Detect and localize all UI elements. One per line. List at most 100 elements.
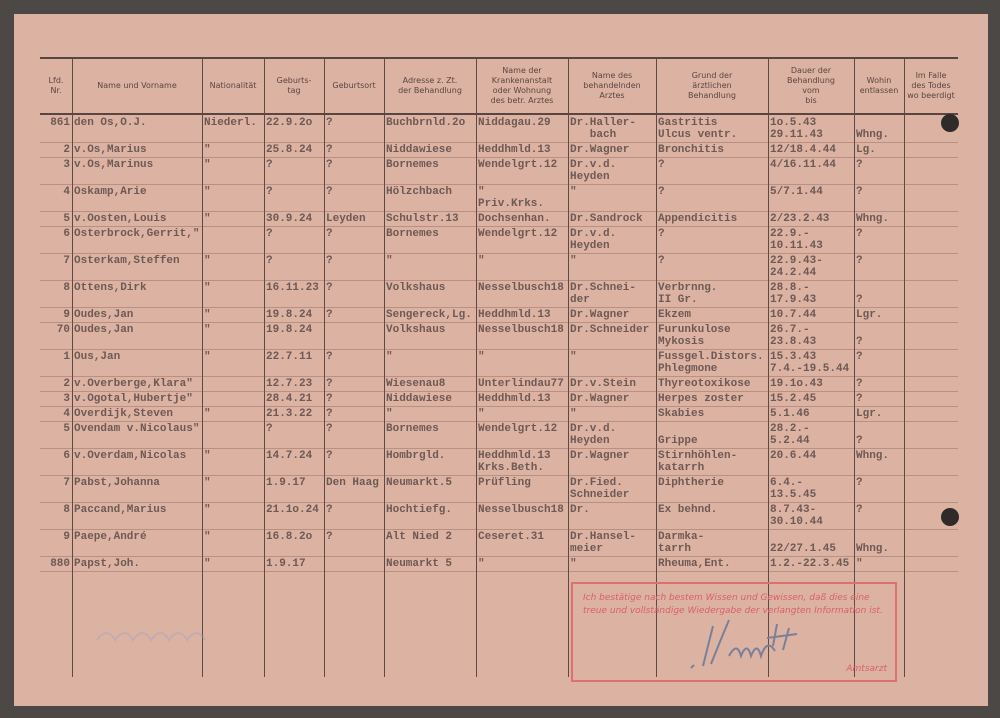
cell-nr: 2 (63, 378, 70, 390)
cell-birth: 30.9.24 (266, 213, 313, 225)
cell-reason: Rheuma,Ent. (658, 558, 731, 570)
cell-out: ? (856, 336, 863, 348)
cell-out: ? (856, 351, 863, 363)
cell-nat: " (204, 282, 211, 294)
table-row: 4 Oskamp,Arie "?? Hölzchbach " Priv.Krks. "? 5… (40, 185, 958, 212)
cell-place: ? (326, 450, 333, 462)
cell-reason: ? (658, 255, 665, 267)
cell-reason: Furunkulose Mykosis (658, 324, 731, 348)
cell-dur: 5.1.46 (770, 408, 810, 420)
cell-addr: Bornemes (386, 423, 439, 435)
cell-reason: ? (658, 228, 665, 240)
cell-place: ? (326, 159, 333, 171)
cell-birth: 25.8.24 (266, 144, 313, 156)
cell-nr: 4 (63, 408, 70, 420)
cell-nat: " (204, 324, 211, 336)
table-header: Lfd. Nr. Name und Vorname Nationalität Gebu… (40, 59, 958, 113)
cell-burial (904, 531, 958, 555)
cell-out: ? (856, 186, 863, 198)
cell-out: ? (856, 435, 863, 447)
cell-nat: " (204, 504, 211, 516)
table-row: 2 v.Os,Marius " 25.8.24? Niddawiese Heddhmld.… (40, 143, 958, 158)
cell-burial (904, 255, 958, 279)
table-body: 861 den Os,O.J. Niederl. 22.9.2o? Buchbrnld.… (40, 116, 958, 572)
cell-hosp: Niddagau.29 (478, 117, 551, 129)
cell-nat (202, 378, 264, 390)
table-row: 1 Ous,Jan " 22.7.11? " " " Fussgel.Distors. Phl… (40, 350, 958, 377)
cell-dur: 20.6.44 (770, 450, 817, 462)
table-row: 9 Paepe,André " 16.8.2o? Alt Nied 2 Ceseret.3… (40, 530, 958, 557)
cell-addr: Alt Nied 2 (386, 531, 453, 543)
cell-dur: 8.7.43- 30.10.44 (770, 504, 823, 528)
cell-addr: Neumarkt.5 (386, 477, 453, 489)
column-header: Wohin entlassen (859, 76, 899, 95)
cell-hosp: Unterlindau77 (478, 378, 564, 390)
cell-dur: 15.3.43 7.4.-19.5.44 (770, 351, 850, 375)
cell-hosp: " (478, 255, 485, 267)
cell-doc: " (570, 351, 577, 363)
cell-hosp: Wendelgrt.12 (478, 228, 558, 240)
cell-out: ? (856, 393, 863, 405)
cell-place: Den Haag (326, 477, 379, 489)
cell-name: v.Overberge,Klara" (74, 378, 193, 390)
cell-place: ? (326, 531, 333, 543)
cell-out: ? (856, 159, 863, 171)
header-top-rule (40, 57, 958, 59)
cell-nr: 6 (63, 450, 70, 462)
cell-hosp: Heddhmld.13 Krks.Beth. (478, 450, 551, 474)
cell-burial (904, 324, 958, 348)
cell-hosp: Heddhmld.13 (478, 309, 551, 321)
cell-doc: Dr.v.d. Heyden (570, 423, 617, 447)
cell-name: v.Ogotal,Hubertje" (74, 393, 193, 405)
cell-addr: Bornemes (386, 228, 439, 240)
cell-name: Papst,Joh. (74, 558, 141, 570)
cell-nat: " (204, 450, 211, 462)
cell-place: ? (326, 117, 333, 129)
cell-out: Whng. (856, 213, 890, 225)
cell-name: den Os,O.J. (74, 117, 147, 129)
cell-dur: 28.2.- 5.2.44 (770, 423, 810, 447)
cell-hosp: Nesselbusch18 (478, 504, 564, 516)
cell-reason: Fussgel.Distors. Phlegmone (658, 351, 764, 375)
cell-birth: ? (266, 159, 273, 171)
cell-reason: Gastritis Ulcus ventr. (658, 117, 738, 141)
cell-name: Osterkam,Steffen (74, 255, 180, 267)
cell-place: ? (326, 282, 333, 294)
cell-dur: 22.9.43- 24.2.44 (770, 255, 823, 279)
table-row: 5 v.Oosten,Louis " 30.9.24 Leyden Schulstr.13… (40, 212, 958, 227)
cell-place: ? (326, 351, 333, 363)
cell-doc: Dr.Haller- bach (570, 117, 637, 141)
cell-doc: Dr.Sandrock (570, 213, 643, 225)
column-header: Geburtsort (332, 81, 376, 90)
cell-nat: " (204, 558, 211, 570)
cell-nat: " (204, 144, 211, 156)
cell-addr: Schulstr.13 (386, 213, 459, 225)
cell-name: Oudes,Jan (74, 309, 134, 321)
table-row: 9 Oudes,Jan " 19.8.24? Sengereck,Lg. Heddhmld… (40, 308, 958, 323)
cell-dur: 2/23.2.43 (770, 213, 830, 225)
cell-doc: Dr.Hansel- meier (570, 531, 637, 555)
stamp-text: Ich bestätige nach bestem Wissen und Gew… (583, 593, 883, 616)
cell-place: ? (326, 309, 333, 321)
cell-hosp: Heddhmld.13 (478, 393, 551, 405)
cell-nr: 5 (63, 423, 70, 435)
cell-out: Lgr. (856, 408, 883, 420)
cell-reason: Stirnhöhlen- katarrh (658, 450, 738, 474)
cell-hosp: Nesselbusch18 (478, 282, 564, 294)
cell-out: Lg. (856, 144, 876, 156)
cell-name: v.Oosten,Louis (74, 213, 167, 225)
cell-place: ? (326, 144, 333, 156)
cell-addr: Hölzchbach (386, 186, 453, 198)
column-header: Im Falle des Todes wo beerdigt (907, 71, 955, 100)
cell-out: Whng. (856, 129, 890, 141)
cell-name: v.Overdam,Nicolas (74, 450, 187, 462)
table-row: 8 Ottens,Dirk " 16.11.23? Volkshaus Nesselbus… (40, 281, 958, 308)
cell-nr: 8 (63, 504, 70, 516)
cell-burial (904, 408, 958, 420)
column-rule (854, 57, 855, 677)
cell-out: ? (856, 255, 863, 267)
column-rule (476, 57, 477, 677)
cell-hosp: " (478, 408, 485, 420)
cell-nr: 6 (63, 228, 70, 240)
cell-place (324, 324, 384, 348)
